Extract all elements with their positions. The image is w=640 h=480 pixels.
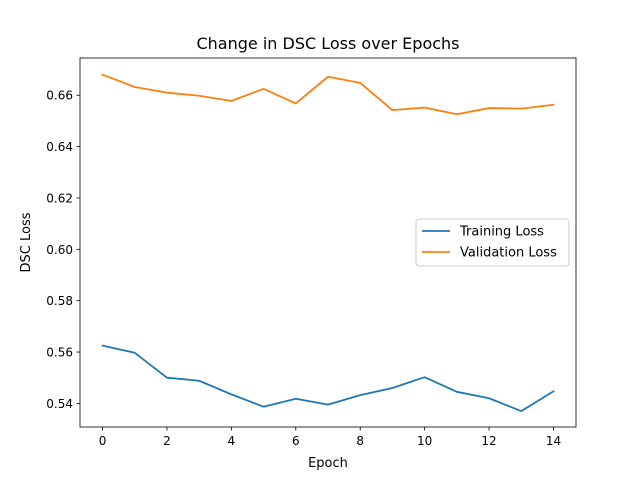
- y-tick-label: 0.64: [46, 140, 73, 154]
- y-tick-label: 0.56: [46, 346, 73, 360]
- y-tick-label: 0.54: [46, 397, 73, 411]
- chart-title: Change in DSC Loss over Epochs: [196, 34, 459, 53]
- x-tick-label: 6: [292, 434, 300, 448]
- x-tick-label: 10: [417, 434, 432, 448]
- y-axis-label: DSC Loss: [19, 212, 34, 272]
- x-tick-label: 4: [228, 434, 236, 448]
- x-tick-label: 8: [356, 434, 364, 448]
- legend-label: Training Loss: [459, 225, 544, 240]
- x-axis-ticks: 0 2 4 6 8 10 12 14: [99, 427, 561, 448]
- x-tick-label: 12: [481, 434, 496, 448]
- x-tick-label: 0: [99, 434, 107, 448]
- legend: Training Loss Validation Loss: [415, 218, 570, 267]
- y-tick-label: 0.66: [46, 89, 73, 103]
- series-line-validation: [101, 73, 555, 116]
- legend-box: [415, 218, 570, 267]
- x-axis-label: Epoch: [308, 456, 348, 471]
- plot-frame: [79, 57, 577, 428]
- y-axis-ticks: 0.54 0.56 0.58 0.60 0.62 0.64 0.66: [46, 89, 80, 411]
- x-tick-label: 2: [163, 434, 171, 448]
- y-tick-label: 0.58: [46, 294, 73, 308]
- legend-label: Validation Loss: [460, 246, 557, 261]
- series-lines: [101, 73, 555, 412]
- y-tick-label: 0.60: [46, 243, 73, 257]
- x-tick-label: 14: [546, 434, 561, 448]
- y-tick-label: 0.62: [46, 191, 73, 205]
- series-line-training: [101, 344, 555, 412]
